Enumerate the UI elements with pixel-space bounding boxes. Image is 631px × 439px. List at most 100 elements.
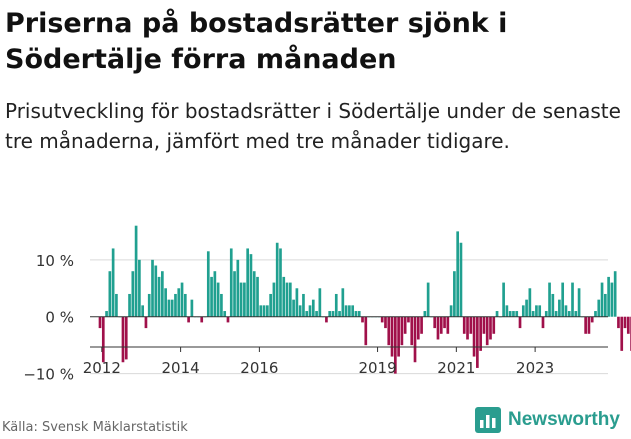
bar bbox=[305, 311, 309, 317]
bar bbox=[538, 305, 542, 317]
bar bbox=[98, 316, 102, 329]
bar bbox=[485, 316, 489, 346]
bar bbox=[564, 305, 568, 317]
x-tick-label: 2019 bbox=[358, 359, 396, 377]
bar bbox=[292, 299, 295, 317]
bar bbox=[124, 316, 128, 360]
y-tick-label: −10 % bbox=[23, 366, 74, 384]
bar bbox=[229, 248, 233, 317]
bar bbox=[285, 282, 289, 317]
bar bbox=[479, 316, 482, 351]
bar bbox=[131, 271, 135, 317]
bar bbox=[407, 316, 410, 323]
bar bbox=[459, 242, 463, 317]
bar bbox=[541, 316, 545, 329]
bar bbox=[357, 311, 361, 317]
bar bbox=[397, 316, 400, 357]
bar bbox=[597, 299, 601, 317]
bar bbox=[617, 316, 620, 329]
bar bbox=[243, 282, 246, 317]
bar bbox=[525, 299, 528, 317]
bar bbox=[177, 288, 181, 317]
bar bbox=[571, 282, 574, 317]
bar bbox=[164, 288, 167, 317]
bar bbox=[298, 305, 302, 317]
bar bbox=[134, 225, 138, 317]
bar bbox=[453, 271, 456, 317]
bar bbox=[183, 293, 187, 317]
bar bbox=[502, 282, 505, 317]
bar bbox=[246, 248, 250, 317]
x-tick-label: 2021 bbox=[437, 359, 475, 377]
y-tick-label: 0 % bbox=[45, 309, 74, 327]
source-note: Källa: Svensk Mäklarstatistik bbox=[2, 420, 188, 435]
chart-title: Priserna på bostadsrätter sjönk i Södert… bbox=[5, 8, 508, 75]
bar bbox=[554, 311, 558, 317]
bar bbox=[626, 316, 630, 334]
bar bbox=[521, 305, 525, 317]
bar bbox=[236, 259, 240, 317]
bar bbox=[275, 242, 279, 317]
bar bbox=[331, 311, 335, 317]
bar bbox=[334, 293, 338, 317]
bar bbox=[344, 305, 348, 317]
bar bbox=[466, 316, 469, 340]
bar bbox=[262, 305, 266, 317]
bar bbox=[144, 316, 148, 329]
bar bbox=[433, 316, 437, 329]
bar bbox=[101, 316, 105, 363]
bar bbox=[338, 311, 341, 317]
bar bbox=[213, 271, 217, 317]
bar bbox=[462, 316, 466, 334]
bar bbox=[187, 316, 190, 323]
bar bbox=[154, 265, 158, 317]
bar bbox=[157, 276, 161, 317]
bar bbox=[420, 316, 423, 334]
bar bbox=[111, 248, 115, 317]
bar bbox=[351, 305, 355, 317]
bar bbox=[531, 311, 535, 317]
bar bbox=[548, 282, 551, 317]
bar bbox=[413, 316, 417, 363]
bar bbox=[423, 311, 427, 317]
bar bbox=[259, 305, 263, 317]
bar bbox=[348, 305, 351, 317]
bar bbox=[390, 316, 394, 357]
bar bbox=[121, 316, 125, 363]
bar bbox=[535, 305, 538, 317]
bar bbox=[233, 271, 236, 317]
bar bbox=[603, 293, 607, 317]
bar bbox=[180, 282, 184, 317]
bar bbox=[613, 271, 617, 317]
bar bbox=[115, 293, 118, 317]
newsworthy-logo[interactable]: Newsworthy bbox=[475, 407, 620, 433]
bar bbox=[147, 293, 151, 317]
bar bbox=[226, 316, 230, 323]
bar bbox=[161, 271, 164, 317]
bar bbox=[220, 293, 223, 317]
bar bbox=[279, 248, 282, 317]
bar bbox=[410, 316, 414, 346]
bar bbox=[416, 316, 420, 340]
bar bbox=[600, 282, 604, 317]
bar bbox=[128, 293, 131, 317]
bar bbox=[302, 293, 305, 317]
bar bbox=[512, 311, 515, 317]
bar bbox=[328, 311, 332, 317]
bar bbox=[341, 288, 345, 317]
bar bbox=[610, 282, 614, 317]
bar bbox=[567, 311, 571, 317]
bar bbox=[387, 316, 391, 346]
brand-name: Newsworthy bbox=[508, 409, 620, 430]
bar bbox=[105, 311, 108, 317]
bar bbox=[266, 305, 269, 317]
bar bbox=[239, 282, 243, 317]
bar bbox=[318, 288, 322, 317]
bar bbox=[308, 305, 312, 317]
bar bbox=[456, 231, 460, 317]
x-tick-label: 2023 bbox=[516, 359, 554, 377]
bar bbox=[400, 316, 404, 346]
bar bbox=[108, 271, 112, 317]
bar bbox=[167, 299, 171, 317]
